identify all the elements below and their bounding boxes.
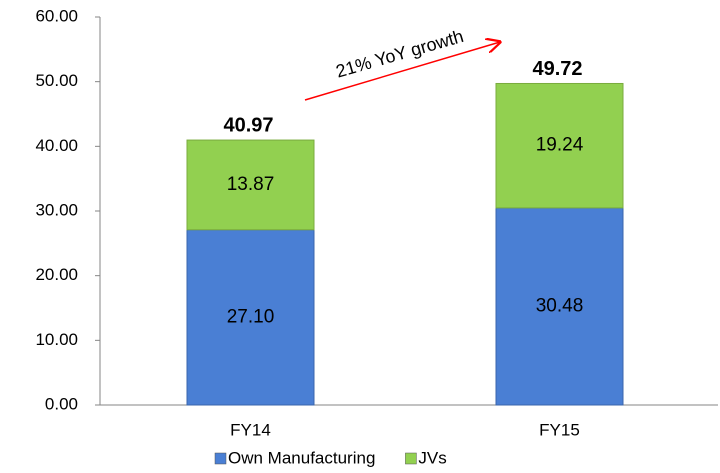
legend-label: Own Manufacturing (228, 448, 375, 467)
growth-arrow (304, 42, 500, 101)
bar-segment (495, 207, 624, 406)
y-tick-label: 40.00 (35, 136, 78, 155)
y-tick-label: 10.00 (35, 330, 78, 349)
y-tick-label: 30.00 (35, 200, 78, 219)
y-tick-label: 60.00 (35, 6, 78, 25)
y-tick-label: 50.00 (35, 71, 78, 90)
total-label: 49.72 (532, 58, 582, 80)
data-label: 30.48 (536, 295, 584, 316)
legend-swatch (405, 452, 417, 465)
legend-label: JVs (418, 448, 446, 467)
x-tick-label: FY14 (230, 420, 271, 439)
bar-segment (186, 139, 315, 231)
data-label: 13.87 (227, 174, 275, 195)
y-tick-label: 0.00 (45, 394, 78, 413)
legend-swatch (214, 452, 227, 465)
annotation: 21% YoY growth (334, 26, 466, 82)
data-label: 27.10 (227, 306, 275, 327)
bar-segment (495, 82, 624, 209)
data-label: 19.24 (536, 135, 584, 156)
total-label: 40.97 (223, 114, 273, 136)
x-tick-label: FY15 (539, 420, 580, 439)
y-tick-label: 20.00 (35, 265, 78, 284)
